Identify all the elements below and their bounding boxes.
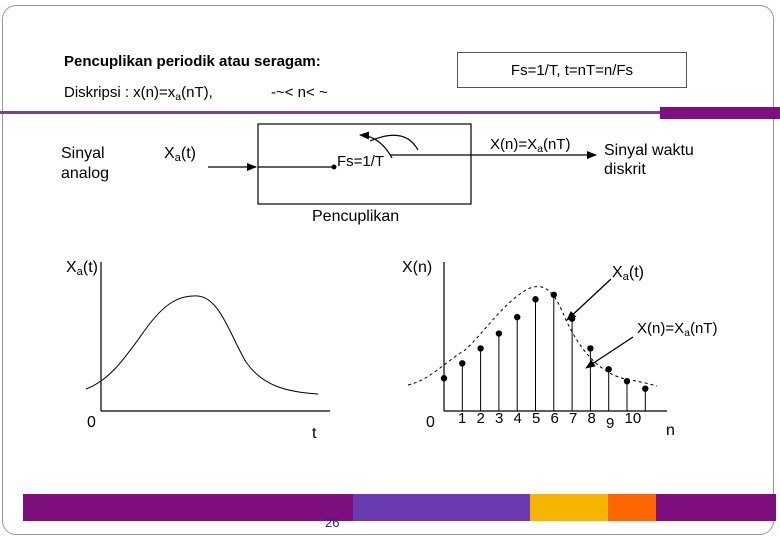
slide-frame [2,5,774,535]
n-tick-label: 1 [458,410,467,427]
continuous-signal-curve [85,295,319,395]
page-number: 26 [325,515,340,530]
n-tick-label: 4 [513,410,522,427]
switch-rotation-arrow [359,131,393,159]
switch-arc [369,134,419,151]
sampler-pivot [331,164,337,170]
sample-point [495,330,503,337]
footer-segment-5 [656,494,776,521]
right-plot-origin: 0 [426,414,435,431]
output-label: Sinyal waktu diskrit [604,142,694,178]
sample-point [550,291,557,298]
left-plot-ylabel: Xa(t) [66,259,99,278]
sampler-block [257,123,472,205]
output-formula-label: X(n)=Xa(nT) [490,136,571,155]
sample-point [459,360,466,367]
n-tick-label: 6 [550,410,559,427]
footer-segment-4 [608,494,656,521]
input-label: Sinyal analog [61,145,110,182]
sample-point [568,315,576,322]
continuous-signal-pointer [566,278,612,321]
slide-title: Pencuplikan periodik atau seragam: [64,53,321,70]
input-signal-label: Xa(t) [164,145,197,164]
sampling-caption: Pencuplikan [312,208,400,225]
n-tick-label: 9 [606,415,615,432]
right-plot-ylabel: X(n) [402,259,433,276]
left-plot-origin: 0 [87,414,96,431]
sample-formula-annotation: X(n)=Xa(nT) [637,320,718,339]
index-range: -~< n< ~ [271,84,328,101]
n-tick-label: 5 [532,410,541,427]
sample-point [587,345,594,352]
formula-box: Fs=1/T, t=nT=n/Fs [457,52,687,88]
n-tick-label: 7 [569,410,578,427]
sampled-envelope [407,286,658,387]
n-tick-label: 10 [624,410,642,427]
sample-point [605,366,612,373]
sample-point [642,385,649,392]
continuous-signal-annotation: Xa(t) [612,264,645,283]
right-plot-xlabel: n [666,422,675,439]
sample-point [623,378,631,385]
footer-segment-2 [353,494,530,521]
sampler-rate-label: Fs=1/T [337,153,385,170]
description: Diskripsi : x(n)=xa(nT), [64,84,213,103]
footer-segment-1 [23,494,353,521]
sample-point [477,345,484,352]
n-tick-label: 2 [476,410,485,427]
sample-point [532,296,539,303]
sample-point [514,313,521,321]
title-divider [0,107,780,119]
left-plot-xlabel: t [312,425,317,442]
sample-pointer [585,336,634,369]
n-tick-label: 8 [587,410,596,427]
sample-point [440,375,448,382]
n-tick-label: 3 [495,410,504,427]
footer-segment-3 [530,494,608,521]
sample-stems [440,291,649,411]
